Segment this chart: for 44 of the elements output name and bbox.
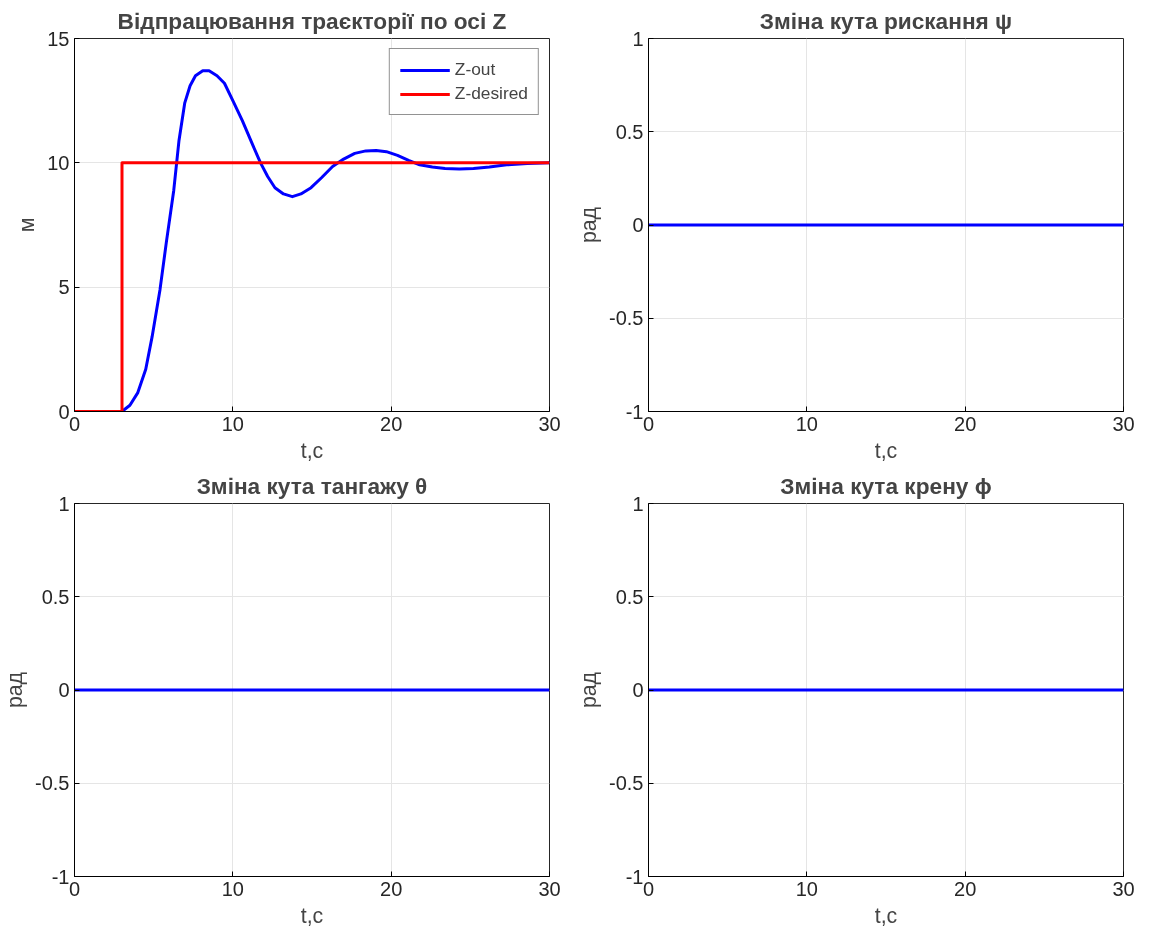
y-tick-label: 10 — [47, 151, 70, 174]
y-tick-label: 0 — [632, 679, 644, 701]
y-tick-label: 0 — [632, 214, 644, 236]
y-tick-label: -0.5 — [609, 307, 644, 330]
x-tick-label: 20 — [380, 877, 403, 900]
x-tick-label: 30 — [538, 877, 561, 900]
y-axis-title: рад — [3, 671, 28, 709]
chart-title: Зміна кута крену ϕ — [780, 472, 992, 499]
x-tick-label: 20 — [954, 412, 977, 435]
x-tick-label: 10 — [795, 877, 818, 900]
x-tick-label: 10 — [221, 412, 244, 435]
x-tick-label: 10 — [795, 412, 818, 435]
x-axis-title: t,c — [874, 438, 898, 463]
chart-title: Зміна кута рискання ψ — [759, 7, 1013, 34]
y-tick-label: 15 — [47, 27, 70, 50]
legend-label: Z-desired — [454, 83, 528, 104]
y-tick-label: -1 — [625, 865, 644, 888]
x-tick-label: 30 — [1112, 412, 1135, 435]
y-tick-label: 1 — [632, 492, 644, 515]
x-tick-label: 30 — [538, 412, 561, 435]
legend-label: Z-out — [454, 59, 496, 80]
y-axis-title: м — [15, 217, 40, 233]
y-tick-label: 0.5 — [41, 585, 70, 608]
chart-title: Зміна кута тангажу θ — [196, 472, 428, 499]
x-axis-title: t,c — [874, 903, 898, 928]
x-tick-label: 20 — [954, 877, 977, 900]
y-axis-title: рад — [577, 671, 602, 709]
y-axis-title: рад — [577, 206, 602, 244]
x-tick-label: 10 — [221, 877, 244, 900]
y-tick-label: -0.5 — [609, 772, 644, 795]
x-axis-title: t,c — [300, 438, 324, 463]
y-tick-label: -1 — [625, 400, 644, 423]
y-tick-label: 1 — [58, 492, 70, 515]
y-tick-label: 0.5 — [615, 585, 644, 608]
y-tick-label: -1 — [51, 865, 70, 888]
y-tick-label: 1 — [632, 27, 644, 50]
y-tick-label: 5 — [58, 276, 70, 299]
y-tick-label: -0.5 — [35, 772, 70, 795]
y-tick-label: 0.5 — [615, 120, 644, 143]
x-axis-title: t,c — [300, 903, 324, 928]
chart-title: Відпрацювання траєкторії по осі Z — [117, 7, 507, 34]
x-tick-label: 20 — [380, 412, 403, 435]
x-tick-label: 30 — [1112, 877, 1135, 900]
y-tick-label: 0 — [58, 679, 70, 701]
